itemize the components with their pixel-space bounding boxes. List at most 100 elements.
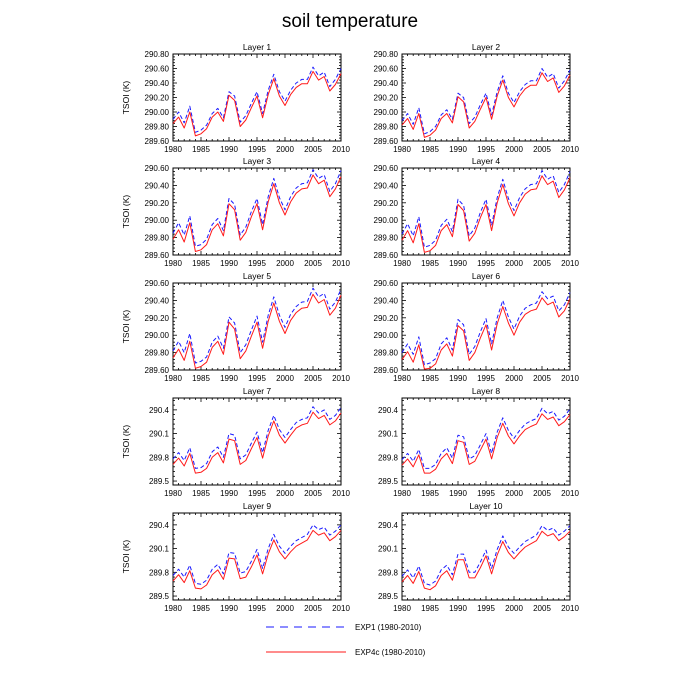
x-tick-label: 1995 — [248, 259, 266, 268]
y-tick-label: 290.80 — [145, 50, 170, 59]
x-tick-label: 2000 — [505, 259, 523, 268]
series-line-exp1 — [172, 66, 342, 133]
series-line-exp4c — [172, 411, 342, 474]
y-tick-label: 290.80 — [374, 50, 399, 59]
y-tick-label: 290.60 — [145, 164, 170, 173]
panel-title: Layer 8 — [472, 386, 501, 396]
x-tick-label: 1985 — [192, 145, 210, 154]
y-tick-label: 290.1 — [378, 430, 399, 439]
y-tick-label: 289.8 — [378, 568, 399, 577]
y-tick-label: 290.1 — [149, 430, 170, 439]
panel-title: Layer 4 — [472, 156, 501, 166]
series-line-exp4c — [401, 175, 571, 253]
x-tick-label: 2010 — [561, 489, 579, 498]
panel-title: Layer 10 — [469, 501, 502, 511]
x-tick-label: 1990 — [220, 489, 238, 498]
x-tick-label: 1990 — [449, 489, 467, 498]
x-tick-label: 1985 — [421, 374, 439, 383]
x-tick-label: 1995 — [477, 604, 495, 613]
y-tick-label: 290.20 — [145, 199, 170, 208]
panel-layer-3: Layer 3 1980 1985 1990 1995 2000 2005 2010 289.6… — [121, 156, 350, 268]
x-tick-label: 1980 — [164, 374, 182, 383]
x-tick-label: 2005 — [304, 604, 322, 613]
x-tick-label: 1985 — [421, 145, 439, 154]
x-tick-label: 1985 — [192, 489, 210, 498]
y-tick-label: 289.80 — [145, 234, 170, 243]
y-tick-label: 290.4 — [149, 406, 170, 415]
y-tick-label: 290.60 — [374, 164, 399, 173]
x-tick-label: 2005 — [304, 374, 322, 383]
y-tick-label: 290.60 — [145, 65, 170, 74]
series-line-exp1 — [401, 170, 571, 248]
x-tick-label: 2000 — [276, 604, 294, 613]
x-tick-label: 1980 — [164, 145, 182, 154]
y-tick-label: 289.5 — [149, 592, 170, 601]
y-tick-label: 290.4 — [378, 521, 399, 530]
panel-title: Layer 6 — [472, 271, 501, 281]
x-tick-label: 1980 — [393, 374, 411, 383]
x-tick-label: 2000 — [505, 145, 523, 154]
x-tick-label: 1980 — [393, 145, 411, 154]
y-tick-label: 289.8 — [149, 453, 170, 462]
legend-label-exp1: EXP1 (1980-2010) — [355, 623, 422, 632]
y-tick-label: 290.1 — [149, 545, 170, 554]
series-line-exp1 — [401, 291, 571, 366]
legend-label-exp4c: EXP4c (1980-2010) — [355, 648, 426, 657]
y-tick-label: 289.80 — [374, 234, 399, 243]
x-tick-label: 1995 — [477, 374, 495, 383]
x-tick-label: 2005 — [304, 489, 322, 498]
y-tick-label: 290.20 — [374, 94, 399, 103]
panel-layer-9: Layer 9 1980 1985 1990 1995 2000 2005 2010 289.5… — [121, 501, 350, 613]
x-tick-label: 1980 — [164, 604, 182, 613]
y-tick-label: 290.40 — [374, 296, 399, 305]
figure-title: soil temperature — [282, 11, 418, 32]
panel-title: Layer 9 — [243, 501, 272, 511]
x-tick-label: 1985 — [421, 604, 439, 613]
y-tick-label: 290.00 — [145, 216, 170, 225]
series-line-exp1 — [172, 406, 342, 469]
x-tick-label: 2005 — [533, 604, 551, 613]
y-tick-label: 289.60 — [145, 137, 170, 146]
panel-layer-7: Layer 7 1980 1985 1990 1995 2000 2005 2010 289.5… — [121, 386, 350, 498]
plot-frame — [172, 397, 342, 486]
x-tick-label: 2000 — [276, 259, 294, 268]
x-tick-label: 1990 — [220, 145, 238, 154]
y-axis-label: TSOI (K) — [121, 195, 131, 229]
y-tick-label: 290.1 — [378, 545, 399, 554]
plot-frame — [172, 282, 342, 371]
x-tick-label: 2010 — [561, 259, 579, 268]
y-tick-label: 290.4 — [378, 406, 399, 415]
series-line-exp4c — [401, 413, 571, 474]
panel-title: Layer 7 — [243, 386, 272, 396]
y-tick-label: 289.60 — [145, 251, 170, 260]
series-line-exp1 — [172, 169, 342, 247]
y-axis-label: TSOI (K) — [121, 81, 131, 115]
y-tick-label: 290.20 — [145, 314, 170, 323]
panel-layer-4: Layer 4 1980 1985 1990 1995 2000 2005 2010 289.6… — [374, 156, 580, 268]
y-tick-label: 289.80 — [145, 123, 170, 132]
y-tick-label: 289.5 — [149, 477, 170, 486]
y-tick-label: 289.5 — [378, 477, 399, 486]
series-line-exp1 — [172, 524, 342, 585]
x-tick-label: 1990 — [449, 604, 467, 613]
y-tick-label: 290.40 — [145, 79, 170, 88]
y-tick-label: 290.00 — [145, 108, 170, 117]
x-tick-label: 2005 — [533, 489, 551, 498]
y-tick-label: 290.40 — [145, 181, 170, 190]
x-tick-label: 1995 — [477, 489, 495, 498]
x-tick-label: 2000 — [276, 489, 294, 498]
panel-layer-6: Layer 6 1980 1985 1990 1995 2000 2005 2010 289.6… — [374, 271, 580, 383]
y-tick-label: 289.60 — [374, 366, 399, 375]
y-tick-label: 290.60 — [374, 279, 399, 288]
x-tick-label: 2010 — [332, 259, 350, 268]
x-tick-label: 1980 — [164, 259, 182, 268]
x-tick-label: 1980 — [393, 604, 411, 613]
y-axis-label: TSOI (K) — [121, 425, 131, 459]
x-tick-label: 2005 — [304, 259, 322, 268]
panel-layer-2: Layer 2 1980 1985 1990 1995 2000 2005 2010 289.6… — [374, 42, 580, 154]
x-tick-label: 1990 — [220, 374, 238, 383]
y-tick-label: 289.80 — [145, 349, 170, 358]
panels-grid: Layer 1 1980 1985 1990 1995 2000 2005 2010 289.6… — [121, 42, 579, 613]
x-tick-label: 1985 — [421, 489, 439, 498]
